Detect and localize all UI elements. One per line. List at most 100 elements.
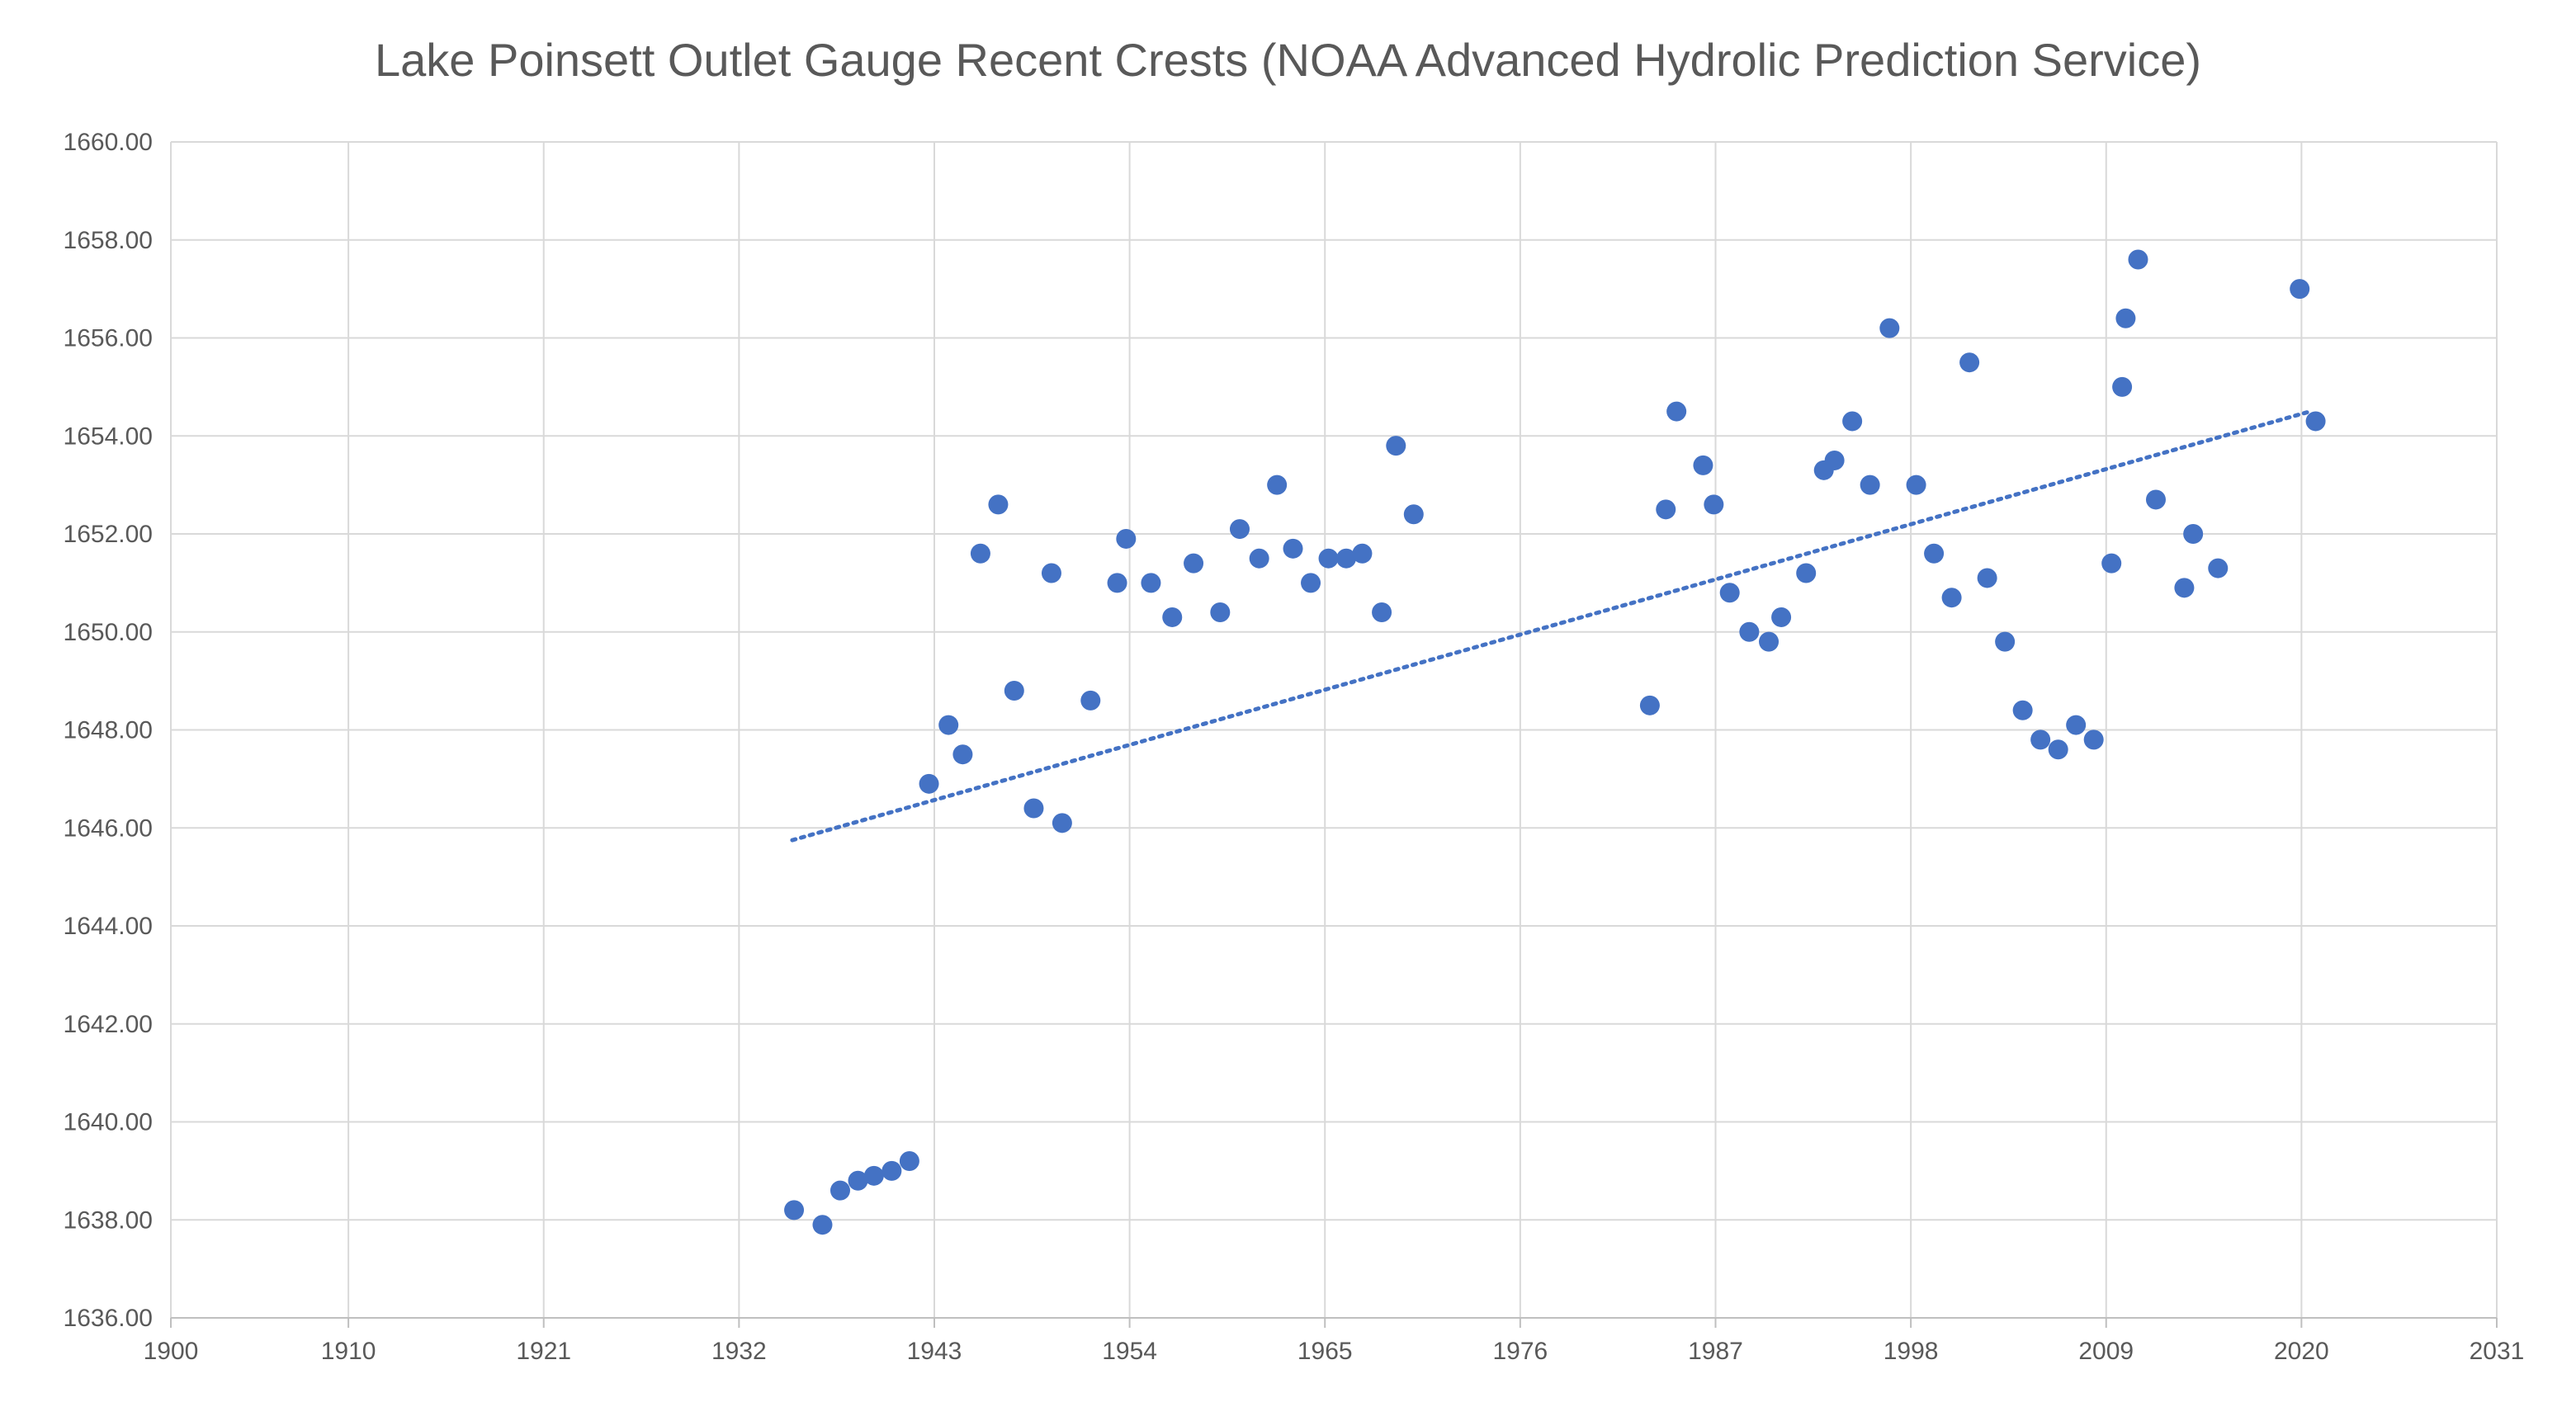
- scatter-point: [2012, 700, 2033, 720]
- y-tick-label: 1652.00: [64, 521, 153, 548]
- scatter-point: [1116, 528, 1137, 549]
- scatter-point: [2030, 729, 2051, 750]
- x-tick-label: 1932: [711, 1338, 767, 1365]
- scatter-point: [1336, 548, 1357, 569]
- scatter-point: [1977, 568, 1997, 588]
- scatter-point: [1879, 318, 1900, 338]
- scatter-point: [2048, 739, 2068, 760]
- scatter-point: [1249, 548, 1269, 569]
- scatter-point: [1283, 538, 1303, 559]
- scatter-point: [1771, 607, 1792, 627]
- y-tick-label: 1654.00: [64, 423, 153, 450]
- data-points: [784, 249, 2326, 1235]
- x-tick-label: 1910: [321, 1338, 376, 1365]
- scatter-point: [2112, 376, 2133, 397]
- scatter-point: [812, 1215, 833, 1235]
- x-tick-label: 2009: [2078, 1338, 2134, 1365]
- scatter-point: [1080, 690, 1101, 711]
- scatter-point: [1041, 563, 1061, 583]
- scatter-point: [1656, 499, 1676, 520]
- scatter-point: [1639, 695, 1660, 715]
- y-tick-label: 1650.00: [64, 619, 153, 646]
- scatter-point: [1229, 519, 1250, 540]
- y-tick-label: 1636.00: [64, 1305, 153, 1332]
- scatter-point: [970, 543, 990, 564]
- scatter-point: [2083, 729, 2104, 750]
- x-tick-label: 2031: [2470, 1338, 2525, 1365]
- scatter-point: [848, 1170, 868, 1191]
- scatter-point: [899, 1151, 919, 1171]
- scatter-point: [1403, 504, 1424, 525]
- scatter-point: [1052, 813, 1072, 833]
- scatter-point: [2208, 558, 2229, 578]
- y-tick-label: 1646.00: [64, 814, 153, 842]
- chart-title: Lake Poinsett Outlet Gauge Recent Crests…: [374, 34, 2202, 86]
- scatter-point: [2066, 715, 2087, 735]
- scatter-point: [1959, 352, 1980, 373]
- y-tick-label: 1660.00: [64, 129, 153, 156]
- x-tick-label: 2020: [2274, 1338, 2329, 1365]
- y-tick-label: 1656.00: [64, 325, 153, 352]
- scatter-point: [1759, 631, 1780, 652]
- scatter-point: [1372, 602, 1392, 622]
- scatter-point: [784, 1200, 805, 1221]
- scatter-point: [2128, 249, 2148, 270]
- scatter-point: [2290, 279, 2310, 300]
- y-tick-label: 1658.00: [64, 227, 153, 254]
- scatter-point: [1141, 573, 1161, 593]
- scatter-point: [1107, 573, 1127, 593]
- y-tick-label: 1640.00: [64, 1109, 153, 1136]
- scatter-point: [1906, 475, 1926, 495]
- scatter-point: [1267, 475, 1288, 495]
- x-tick-label: 1900: [144, 1338, 199, 1365]
- scatter-point: [1860, 475, 1880, 495]
- scatter-point: [988, 494, 1009, 515]
- scatter-point: [1719, 583, 1740, 603]
- scatter-point: [830, 1180, 850, 1201]
- scatter-point: [1666, 401, 1687, 422]
- y-tick-label: 1642.00: [64, 1011, 153, 1038]
- scatter-point: [2145, 489, 2166, 510]
- y-tick-label: 1644.00: [64, 913, 153, 940]
- scatter-point: [1301, 573, 1321, 593]
- scatter-point: [1004, 681, 1024, 701]
- scatter-point: [1704, 494, 1724, 515]
- scatter-point: [1210, 602, 1231, 622]
- scatter-point: [2174, 578, 2195, 598]
- scatter-point: [2101, 553, 2122, 574]
- scatter-point: [1352, 543, 1373, 564]
- scatter-point: [1924, 543, 1945, 564]
- y-tick-label: 1638.00: [64, 1206, 153, 1234]
- scatter-point: [1842, 411, 1863, 432]
- scatter-point: [2183, 524, 2204, 544]
- axes: 1636.00 1638.00 1640.00 1642.00 1644.00 1646.…: [64, 129, 2525, 1365]
- trendline-group: [790, 409, 2313, 843]
- x-tick-label: 1921: [516, 1338, 571, 1365]
- scatter-point: [1796, 563, 1817, 583]
- grid: [170, 141, 2498, 1319]
- scatter-point: [1824, 450, 1845, 470]
- x-tick-label: 1954: [1102, 1338, 1157, 1365]
- x-tick-label: 1976: [1492, 1338, 1548, 1365]
- x-tick-label: 1943: [907, 1338, 962, 1365]
- scatter-point: [1162, 607, 1183, 627]
- y-tick-label: 1648.00: [64, 717, 153, 744]
- scatter-point: [1386, 436, 1406, 456]
- scatter-point: [2115, 308, 2136, 328]
- scatter-point: [952, 744, 973, 765]
- scatter-point: [1941, 588, 1962, 608]
- scatter-point: [2305, 411, 2326, 432]
- scatter-point: [1995, 631, 2016, 652]
- scatter-point: [938, 715, 959, 735]
- scatter-point: [1023, 798, 1044, 819]
- x-tick-label: 1987: [1688, 1338, 1743, 1365]
- scatter-point: [1184, 553, 1204, 574]
- scatter-point: [882, 1160, 902, 1181]
- scatter-point: [1739, 621, 1760, 642]
- x-tick-label: 1965: [1297, 1338, 1353, 1365]
- scatter-point: [863, 1165, 884, 1186]
- scatter-point: [919, 773, 939, 794]
- scatter-point: [1693, 455, 1713, 475]
